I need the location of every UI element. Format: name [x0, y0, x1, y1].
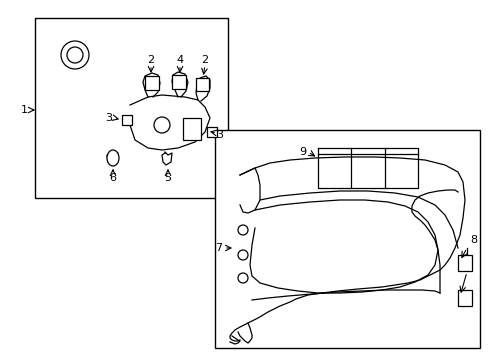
Text: 4: 4	[176, 55, 183, 65]
Text: 1: 1	[21, 105, 28, 115]
Bar	[457, 255, 471, 271]
Text: 7: 7	[214, 243, 222, 253]
Text: 3: 3	[216, 130, 223, 140]
Bar	[457, 290, 471, 306]
Bar	[215, 130, 479, 348]
Ellipse shape	[107, 150, 119, 166]
Text: 8: 8	[469, 235, 476, 245]
Text: 2: 2	[147, 55, 154, 65]
Text: 3: 3	[105, 113, 112, 123]
Bar	[145, 76, 159, 90]
Text: 5: 5	[164, 173, 171, 183]
Bar	[172, 75, 185, 89]
Text: 6: 6	[109, 173, 116, 183]
Bar	[35, 18, 227, 198]
Text: 2: 2	[201, 55, 208, 65]
Text: 9: 9	[298, 147, 305, 157]
Bar	[122, 115, 132, 125]
Bar	[183, 118, 201, 140]
Bar	[196, 78, 208, 91]
Bar	[206, 127, 217, 137]
